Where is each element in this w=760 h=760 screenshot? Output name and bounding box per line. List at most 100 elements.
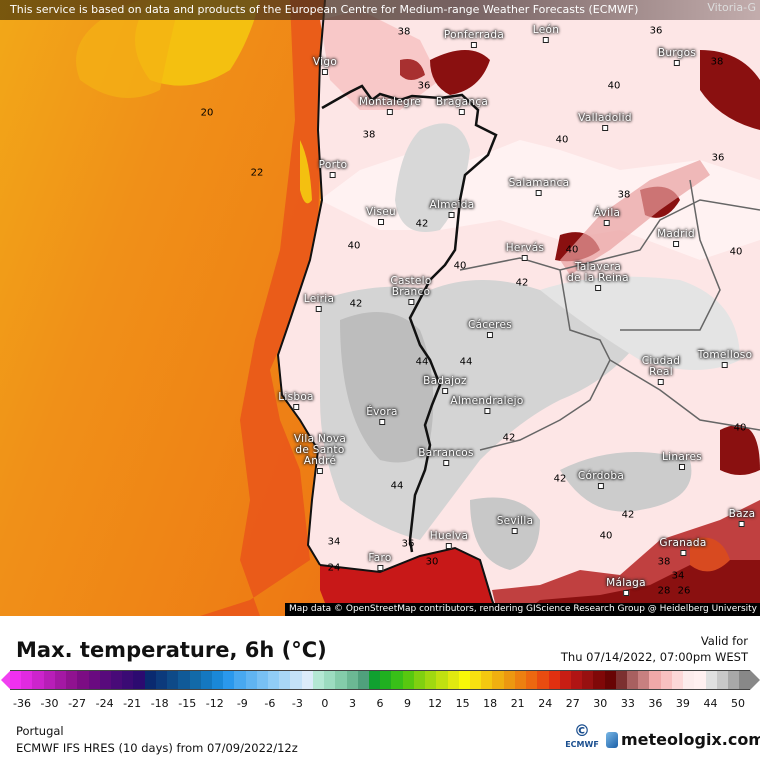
city-marker[interactable]: Baza	[729, 509, 756, 527]
city-marker[interactable]: Madrid	[657, 229, 695, 247]
colorbar-tick-label: -30	[40, 697, 59, 710]
contour-label: 36	[401, 538, 415, 550]
colorbar-swatch	[144, 671, 156, 689]
colorbar-swatch	[21, 671, 33, 689]
city-marker[interactable]: Faro	[368, 553, 391, 571]
colorbar-tick-label: 18	[483, 697, 498, 710]
colorbar-swatch	[537, 671, 549, 689]
colorbar-swatch	[223, 671, 235, 689]
city-marker[interactable]: Ciudad Real	[642, 356, 680, 385]
city-marker[interactable]: Viseu	[366, 207, 396, 225]
colorbar-swatch	[268, 671, 280, 689]
contour-label: 38	[657, 556, 671, 568]
city-marker[interactable]: Vigo	[313, 57, 337, 75]
contour-label: 40	[555, 134, 569, 146]
map-attribution: Map data © OpenStreetMap contributors, r…	[285, 603, 760, 616]
colorbar-tick-label: 0	[321, 697, 329, 710]
colorbar-tick-label: -24	[95, 697, 114, 710]
city-marker[interactable]: Leiria	[304, 294, 335, 312]
contour-label: 40	[453, 260, 467, 272]
city-marker[interactable]: Burgos	[658, 48, 696, 66]
colorbar-swatch	[335, 671, 347, 689]
city-marker[interactable]: Cáceres	[468, 320, 512, 338]
city-marker[interactable]: Ponferrada	[444, 30, 504, 48]
forecast-map[interactable]: This service is based on data and produc…	[0, 0, 760, 616]
city-marker[interactable]: Ávila	[594, 208, 621, 226]
city-marker[interactable]: Sevilla	[497, 516, 534, 534]
contour-label: 40	[599, 530, 613, 542]
coastline-south	[319, 546, 499, 616]
contour-label: 38	[397, 26, 411, 38]
city-marker[interactable]: Tomelloso	[698, 350, 753, 368]
colorbar-swatch	[413, 671, 426, 689]
colorbar-tick-label: 33	[620, 697, 635, 710]
colorbar-swatch	[481, 671, 493, 689]
colorbar-swatch	[178, 671, 190, 689]
city-marker[interactable]: Talavera de la Reina	[567, 262, 629, 291]
contour-label: 44	[415, 356, 429, 368]
city-marker[interactable]: Barrancos	[418, 448, 474, 466]
city-marker[interactable]: Córdoba	[578, 471, 624, 489]
colorbar-swatch	[739, 671, 751, 689]
meteologix-logo[interactable]: meteologix.com	[606, 730, 760, 749]
city-marker[interactable]: Castelo Branco	[390, 276, 431, 305]
city-marker[interactable]: Vila Nova de Santo André	[294, 434, 346, 474]
contour-label: 44	[390, 480, 404, 492]
colorbar-max-arrow	[750, 670, 760, 690]
city-marker[interactable]: Hervás	[506, 243, 545, 261]
colorbar-swatch	[357, 671, 369, 689]
city-marker[interactable]: Bragança	[436, 97, 488, 115]
colorbar-swatch	[458, 671, 470, 689]
colorbar-swatch	[211, 671, 224, 689]
colorbar-tick-label: -15	[178, 697, 197, 710]
city-marker[interactable]: Lisboa	[278, 392, 314, 410]
colorbar-swatch	[66, 671, 78, 689]
contour-label: 42	[515, 277, 529, 289]
valid-for-label: Valid for	[700, 634, 748, 648]
contour-label: 38	[362, 129, 376, 141]
colorbar-swatch	[122, 671, 134, 689]
city-marker[interactable]: Almendralejo	[450, 396, 523, 414]
colorbar-swatch	[514, 671, 527, 689]
colorbar-tick-label: -12	[205, 697, 224, 710]
colorbar-tick-label: 6	[376, 697, 384, 710]
disclaimer-banner	[0, 0, 760, 20]
colorbar-swatch	[290, 671, 302, 689]
city-marker[interactable]: Valladolid	[578, 113, 632, 131]
colorbar-tick-label: 44	[703, 697, 718, 710]
city-marker[interactable]: Linares	[662, 452, 702, 470]
city-marker[interactable]: Málaga	[606, 578, 646, 596]
contour-label: 38	[710, 56, 724, 68]
colorbar-swatch	[77, 671, 89, 689]
colorbar-swatch	[110, 671, 123, 689]
contour-label: 34	[671, 570, 685, 582]
contour-label: 40	[733, 422, 747, 434]
city-marker[interactable]: Almeida	[430, 200, 475, 218]
contour-label: 38	[617, 189, 631, 201]
city-marker[interactable]: Salamanca	[509, 178, 570, 196]
coastline-west	[276, 0, 326, 566]
colorbar-swatch	[369, 671, 381, 689]
colorbar-tick-label: -27	[68, 697, 87, 710]
colorbar-swatch	[503, 671, 515, 689]
colorbar-tick-label: 3	[348, 697, 356, 710]
temperature-field	[0, 0, 760, 616]
contour-label: 42	[349, 298, 363, 310]
colorbar-tick-label: 24	[538, 697, 553, 710]
colorbar-swatch	[436, 671, 448, 689]
colorbar-ticks: -36 -30 -27 -24 -21 -18 -15 -12 -9 -6 -3 0 3 6 9 12 15 18…	[10, 697, 750, 711]
city-marker[interactable]: Granada	[659, 538, 706, 556]
city-marker[interactable]: Huelva	[430, 531, 468, 549]
city-marker[interactable]: León	[533, 25, 559, 43]
region-label: Portugal	[16, 724, 64, 738]
city-marker[interactable]: Montalegre	[359, 97, 421, 115]
city-label-vitoria: Vitoria-G	[707, 1, 756, 14]
colorbar-swatch	[649, 671, 661, 689]
colorbar-swatch	[312, 671, 325, 689]
colorbar-swatch	[683, 671, 695, 689]
city-marker[interactable]: Évora	[366, 407, 398, 425]
city-marker[interactable]: Porto	[319, 160, 348, 178]
city-marker[interactable]: Badajoz	[423, 376, 467, 394]
colorbar-tick-label: 27	[565, 697, 580, 710]
contour-label: 42	[415, 218, 429, 230]
